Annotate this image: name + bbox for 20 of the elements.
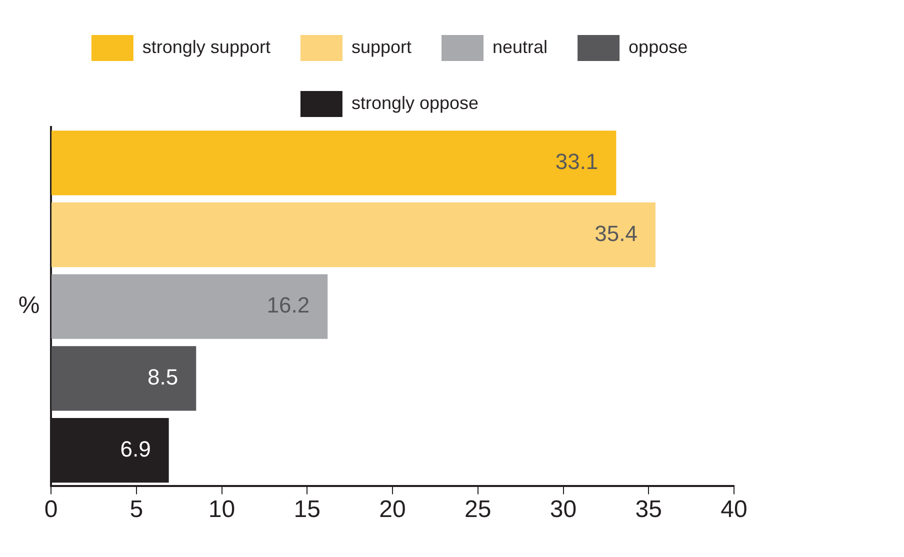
data-label: 33.1 [555,148,598,174]
data-label: 35.4 [594,220,638,246]
x-tick-label: 0 [44,496,58,524]
y-axis-title: % [18,292,40,320]
legend-label: strongly support [142,36,270,57]
x-tick-label: 20 [379,496,406,524]
x-tick-label: 15 [294,496,320,524]
x-tick-label: 10 [208,496,236,524]
legend-label: strongly oppose [351,92,479,113]
data-label: 6.9 [120,436,151,462]
x-tick-label: 5 [130,496,144,524]
data-label: 16.2 [266,292,310,318]
x-tick-label: 35 [635,496,662,524]
x-tick-label: 40 [720,496,748,524]
data-label: 8.5 [148,364,178,390]
legend-label: support [351,36,412,57]
x-tick-label: 25 [464,496,492,524]
legend-label: neutral [492,36,548,57]
legend-label: oppose [628,36,688,57]
x-tick-label: 30 [550,496,577,524]
